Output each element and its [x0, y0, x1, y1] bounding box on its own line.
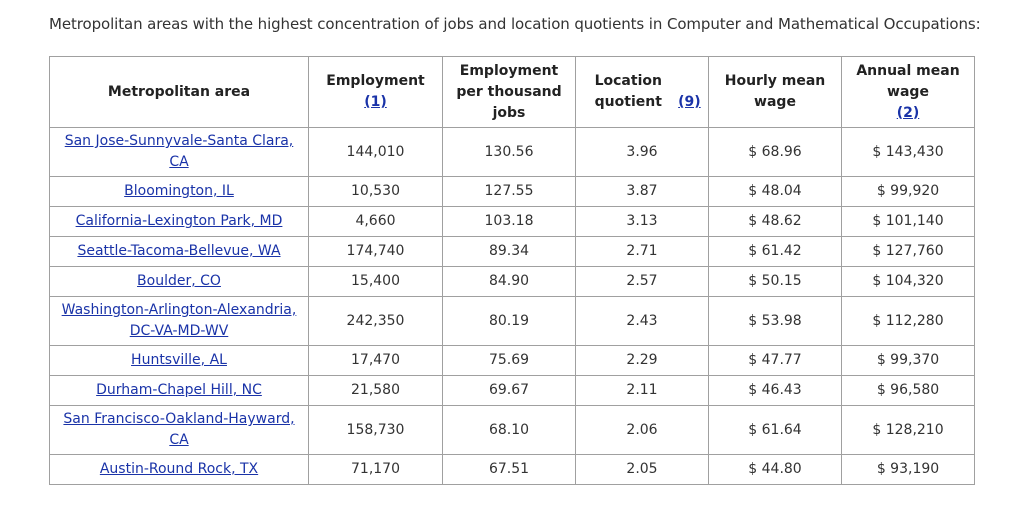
cell-per-thousand: 69.67	[442, 375, 576, 406]
cell-annual-wage: $ 128,210	[841, 405, 975, 455]
cell-per-thousand: 75.69	[442, 345, 576, 376]
table-row: Bloomington, IL 10,530 127.55 3.87 $ 48.…	[49, 176, 975, 207]
cell-hourly-wage: $ 61.42	[708, 236, 842, 267]
header-employment-label: Employment	[326, 73, 425, 89]
table-row: Huntsville, AL 17,470 75.69 2.29 $ 47.77…	[49, 345, 975, 376]
cell-hourly-wage: $ 50.15	[708, 266, 842, 297]
metro-areas-table: Metropolitan area Employment (1) Employm…	[49, 56, 975, 485]
cell-area: Seattle-Tacoma-Bellevue, WA	[49, 236, 309, 267]
cell-area: Washington-Arlington-Alexandria, DC-VA-M…	[49, 296, 309, 346]
cell-location-quotient: 2.71	[575, 236, 709, 267]
cell-employment: 71,170	[308, 454, 443, 485]
cell-hourly-wage: $ 44.80	[708, 454, 842, 485]
cell-hourly-wage: $ 48.04	[708, 176, 842, 207]
cell-annual-wage: $ 127,760	[841, 236, 975, 267]
header-metropolitan-area-label: Metropolitan area	[107, 83, 251, 100]
area-link[interactable]: Durham-Chapel Hill, NC	[96, 382, 262, 398]
cell-employment: 21,580	[308, 375, 443, 406]
cell-employment: 17,470	[308, 345, 443, 376]
cell-location-quotient: 2.11	[575, 375, 709, 406]
header-metropolitan-area: Metropolitan area	[49, 56, 309, 128]
table-row: San Francisco-Oakland-Hayward, CA 158,73…	[49, 405, 975, 455]
table-row: Austin-Round Rock, TX 71,170 67.51 2.05 …	[49, 454, 975, 485]
cell-location-quotient: 2.29	[575, 345, 709, 376]
table-row: Boulder, CO 15,400 84.90 2.57 $ 50.15 $ …	[49, 266, 975, 297]
cell-employment: 242,350	[308, 296, 443, 346]
footnote-link-9[interactable]: (9)	[678, 94, 701, 110]
header-row: Metropolitan area Employment (1) Employm…	[49, 56, 975, 128]
cell-location-quotient: 2.06	[575, 405, 709, 455]
cell-per-thousand: 89.34	[442, 236, 576, 267]
cell-annual-wage: $ 101,140	[841, 206, 975, 237]
header-per-thousand-label: Employment per thousand jobs	[456, 62, 562, 121]
cell-area: California-Lexington Park, MD	[49, 206, 309, 237]
cell-employment: 15,400	[308, 266, 443, 297]
area-link[interactable]: Bloomington, IL	[124, 183, 234, 199]
cell-employment: 10,530	[308, 176, 443, 207]
table-row: Seattle-Tacoma-Bellevue, WA 174,740 89.3…	[49, 236, 975, 267]
cell-area: San Jose-Sunnyvale-Santa Clara, CA	[49, 127, 309, 177]
area-link[interactable]: Austin-Round Rock, TX	[99, 461, 259, 477]
cell-annual-wage: $ 96,580	[841, 375, 975, 406]
cell-annual-wage: $ 112,280	[841, 296, 975, 346]
header-lq-label: Location quotient	[594, 73, 662, 110]
area-link[interactable]: San Jose-Sunnyvale-Santa Clara, CA	[64, 133, 294, 170]
cell-location-quotient: 3.87	[575, 176, 709, 207]
cell-hourly-wage: $ 48.62	[708, 206, 842, 237]
cell-employment: 4,660	[308, 206, 443, 237]
area-link[interactable]: Huntsville, AL	[131, 352, 227, 368]
area-link[interactable]: California-Lexington Park, MD	[75, 213, 283, 229]
cell-location-quotient: 3.13	[575, 206, 709, 237]
cell-employment: 174,740	[308, 236, 443, 267]
header-employment: Employment (1)	[308, 56, 443, 128]
cell-hourly-wage: $ 68.96	[708, 127, 842, 177]
cell-location-quotient: 2.05	[575, 454, 709, 485]
cell-per-thousand: 67.51	[442, 454, 576, 485]
table-row: California-Lexington Park, MD 4,660 103.…	[49, 206, 975, 237]
cell-location-quotient: 3.96	[575, 127, 709, 177]
cell-location-quotient: 2.43	[575, 296, 709, 346]
cell-per-thousand: 80.19	[442, 296, 576, 346]
footnote-link-2[interactable]: (2)	[896, 104, 920, 121]
table-row: San Jose-Sunnyvale-Santa Clara, CA 144,0…	[49, 127, 975, 177]
area-link[interactable]: Seattle-Tacoma-Bellevue, WA	[77, 243, 281, 259]
cell-annual-wage: $ 99,370	[841, 345, 975, 376]
cell-per-thousand: 84.90	[442, 266, 576, 297]
table-caption: Metropolitan areas with the highest conc…	[49, 15, 981, 33]
header-hourly-label: Hourly mean wage	[724, 73, 826, 110]
cell-annual-wage: $ 99,920	[841, 176, 975, 207]
cell-location-quotient: 2.57	[575, 266, 709, 297]
cell-annual-wage: $ 143,430	[841, 127, 975, 177]
header-employment-per-thousand: Employment per thousand jobs	[442, 56, 576, 128]
cell-area: San Francisco-Oakland-Hayward, CA	[49, 405, 309, 455]
area-link[interactable]: Washington-Arlington-Alexandria, DC-VA-M…	[61, 302, 297, 339]
cell-area: Huntsville, AL	[49, 345, 309, 376]
cell-annual-wage: $ 104,320	[841, 266, 975, 297]
cell-hourly-wage: $ 46.43	[708, 375, 842, 406]
header-hourly-mean-wage: Hourly mean wage	[708, 56, 842, 128]
area-link[interactable]: Boulder, CO	[137, 273, 221, 289]
cell-per-thousand: 103.18	[442, 206, 576, 237]
cell-hourly-wage: $ 61.64	[708, 405, 842, 455]
footnote-link-1[interactable]: (1)	[364, 94, 387, 110]
table-row: Washington-Arlington-Alexandria, DC-VA-M…	[49, 296, 975, 346]
cell-per-thousand: 127.55	[442, 176, 576, 207]
cell-hourly-wage: $ 47.77	[708, 345, 842, 376]
cell-area: Austin-Round Rock, TX	[49, 454, 309, 485]
cell-employment: 158,730	[308, 405, 443, 455]
cell-area: Bloomington, IL	[49, 176, 309, 207]
cell-area: Boulder, CO	[49, 266, 309, 297]
cell-area: Durham-Chapel Hill, NC	[49, 375, 309, 406]
header-annual-label: Annual mean wage	[856, 62, 960, 100]
header-location-quotient: Location quotient (9)	[575, 56, 709, 128]
cell-annual-wage: $ 93,190	[841, 454, 975, 485]
cell-per-thousand: 68.10	[442, 405, 576, 455]
table-row: Durham-Chapel Hill, NC 21,580 69.67 2.11…	[49, 375, 975, 406]
cell-hourly-wage: $ 53.98	[708, 296, 842, 346]
header-annual-mean-wage: Annual mean wage (2)	[841, 56, 975, 128]
cell-employment: 144,010	[308, 127, 443, 177]
cell-per-thousand: 130.56	[442, 127, 576, 177]
area-link[interactable]: San Francisco-Oakland-Hayward, CA	[63, 411, 295, 448]
